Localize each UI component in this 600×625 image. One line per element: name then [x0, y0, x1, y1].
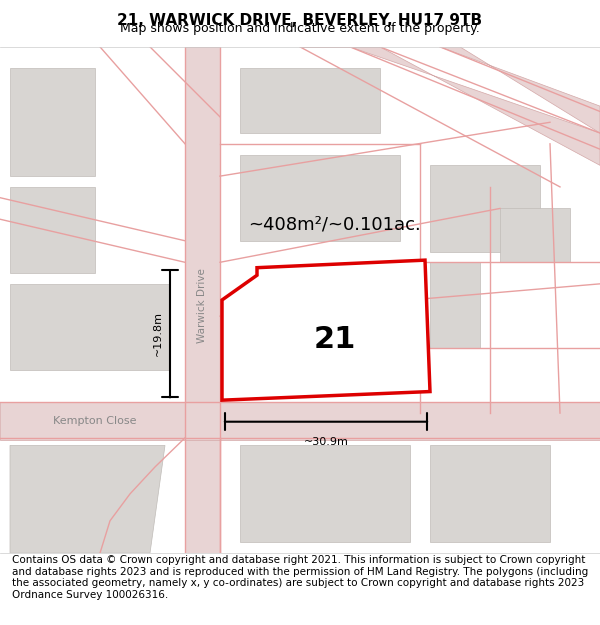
Text: 21, WARWICK DRIVE, BEVERLEY, HU17 9TB: 21, WARWICK DRIVE, BEVERLEY, HU17 9TB — [118, 13, 482, 28]
Polygon shape — [10, 284, 170, 370]
Polygon shape — [430, 166, 540, 251]
Polygon shape — [240, 154, 400, 241]
Text: ~19.8m: ~19.8m — [153, 311, 163, 356]
Text: Warwick Drive: Warwick Drive — [197, 268, 207, 343]
Text: 21: 21 — [314, 326, 356, 354]
Polygon shape — [350, 47, 600, 166]
Polygon shape — [240, 68, 380, 133]
Text: Kempton Close: Kempton Close — [53, 416, 137, 426]
Polygon shape — [500, 209, 570, 262]
Polygon shape — [222, 260, 430, 400]
Polygon shape — [240, 446, 410, 542]
Polygon shape — [430, 262, 480, 349]
Polygon shape — [0, 402, 600, 440]
Polygon shape — [185, 47, 220, 553]
Text: Contains OS data © Crown copyright and database right 2021. This information is : Contains OS data © Crown copyright and d… — [12, 555, 588, 600]
Text: ~30.9m: ~30.9m — [304, 437, 349, 447]
Text: ~408m²/~0.101ac.: ~408m²/~0.101ac. — [248, 216, 421, 234]
Polygon shape — [430, 446, 550, 542]
Polygon shape — [10, 446, 165, 553]
Polygon shape — [440, 47, 600, 133]
Polygon shape — [10, 187, 95, 273]
Text: Map shows position and indicative extent of the property.: Map shows position and indicative extent… — [120, 22, 480, 35]
Polygon shape — [10, 68, 95, 176]
